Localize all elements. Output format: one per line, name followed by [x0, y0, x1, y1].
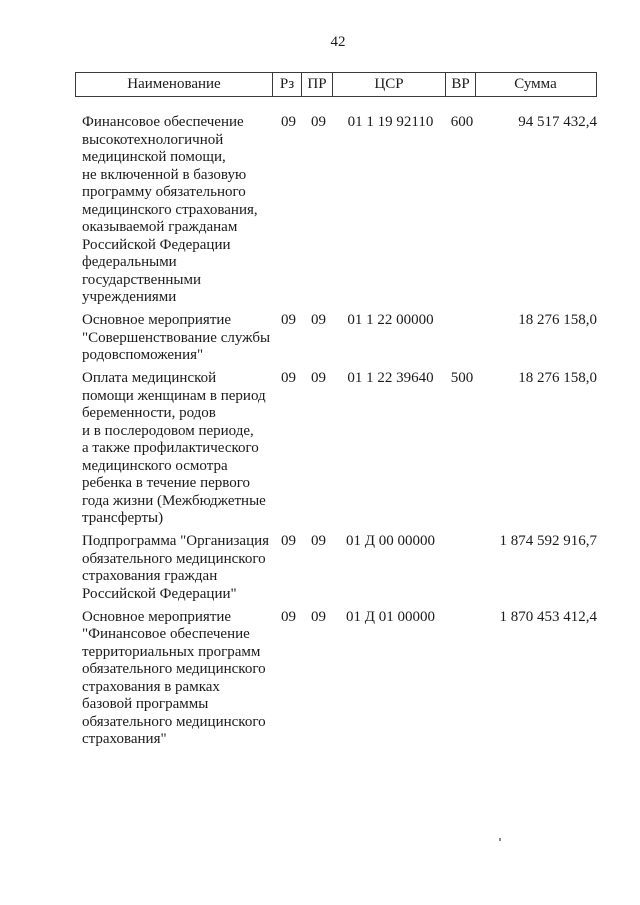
- cell-vr: [447, 609, 477, 749]
- cell-summa: 18 276 158,0: [518, 312, 597, 328]
- cell-pr: 09: [311, 608, 326, 625]
- cell-summa: 1 874 592 916,7: [499, 533, 598, 549]
- cell-rz: 09: [281, 312, 296, 328]
- table-row: Подпрограмма "Организация обязательного …: [75, 533, 597, 603]
- header-summa: Сумма: [475, 73, 595, 96]
- cell-rz: 09: [281, 533, 296, 549]
- cell-rz: 09: [281, 114, 296, 130]
- header-vr: ВР: [445, 73, 475, 96]
- cell-vr: [447, 312, 477, 365]
- cell-name: Основное мероприятие "Финансовое обеспеч…: [82, 608, 266, 748]
- cell-summa: 94 517 432,4: [518, 114, 597, 130]
- header-naimenovanie: Наименование: [127, 76, 221, 92]
- cell-pr: 09: [311, 533, 326, 549]
- cell-rz: 09: [281, 370, 296, 386]
- page-number: 42: [330, 34, 346, 50]
- table-body: Финансовое обеспечение высокотехнологичн…: [75, 97, 597, 749]
- cell-pr: 09: [311, 370, 326, 386]
- cell-tsr: 01 1 22 00000: [347, 312, 434, 328]
- scan-artifact-dot: [499, 838, 501, 841]
- header-pr: ПР: [301, 73, 332, 96]
- header-rz: Рз: [272, 73, 301, 96]
- cell-vr: [447, 533, 477, 603]
- cell-name: Основное мероприятие "Совершенствование …: [82, 312, 271, 363]
- header-tsr: ЦСР: [332, 73, 445, 96]
- table-header-row: Наименование Рз ПР ЦСР ВР Сумма: [75, 72, 597, 97]
- cell-name: Финансовое обеспечение высокотехнологичн…: [82, 114, 258, 305]
- cell-pr: 09: [311, 312, 326, 328]
- table-row: Оплата медицинской помощи женщинам в пер…: [75, 370, 597, 528]
- table-row: Основное мероприятие "Финансовое обеспеч…: [75, 609, 597, 749]
- cell-tsr: 01 Д 01 00000: [346, 608, 435, 625]
- cell-tsr: 01 Д 00 00000: [346, 533, 435, 549]
- cell-vr: 500: [450, 370, 474, 386]
- cell-tsr: 01 1 19 92110: [347, 114, 434, 130]
- budget-table: Наименование Рз ПР ЦСР ВР Сумма Финансов…: [75, 72, 597, 749]
- cell-name: Оплата медицинской помощи женщинам в пер…: [82, 370, 266, 526]
- cell-rz: 09: [281, 608, 296, 625]
- cell-vr: 600: [450, 114, 474, 130]
- table-row: Основное мероприятие "Совершенствование …: [75, 312, 597, 365]
- cell-summa: 1 870 453 412,4: [499, 608, 598, 625]
- cell-summa: 18 276 158,0: [518, 370, 597, 386]
- cell-tsr: 01 1 22 39640: [347, 370, 434, 386]
- cell-pr: 09: [311, 114, 326, 130]
- cell-name: Подпрограмма "Организация обязательного …: [82, 533, 270, 602]
- table-row: Финансовое обеспечение высокотехнологичн…: [75, 114, 597, 307]
